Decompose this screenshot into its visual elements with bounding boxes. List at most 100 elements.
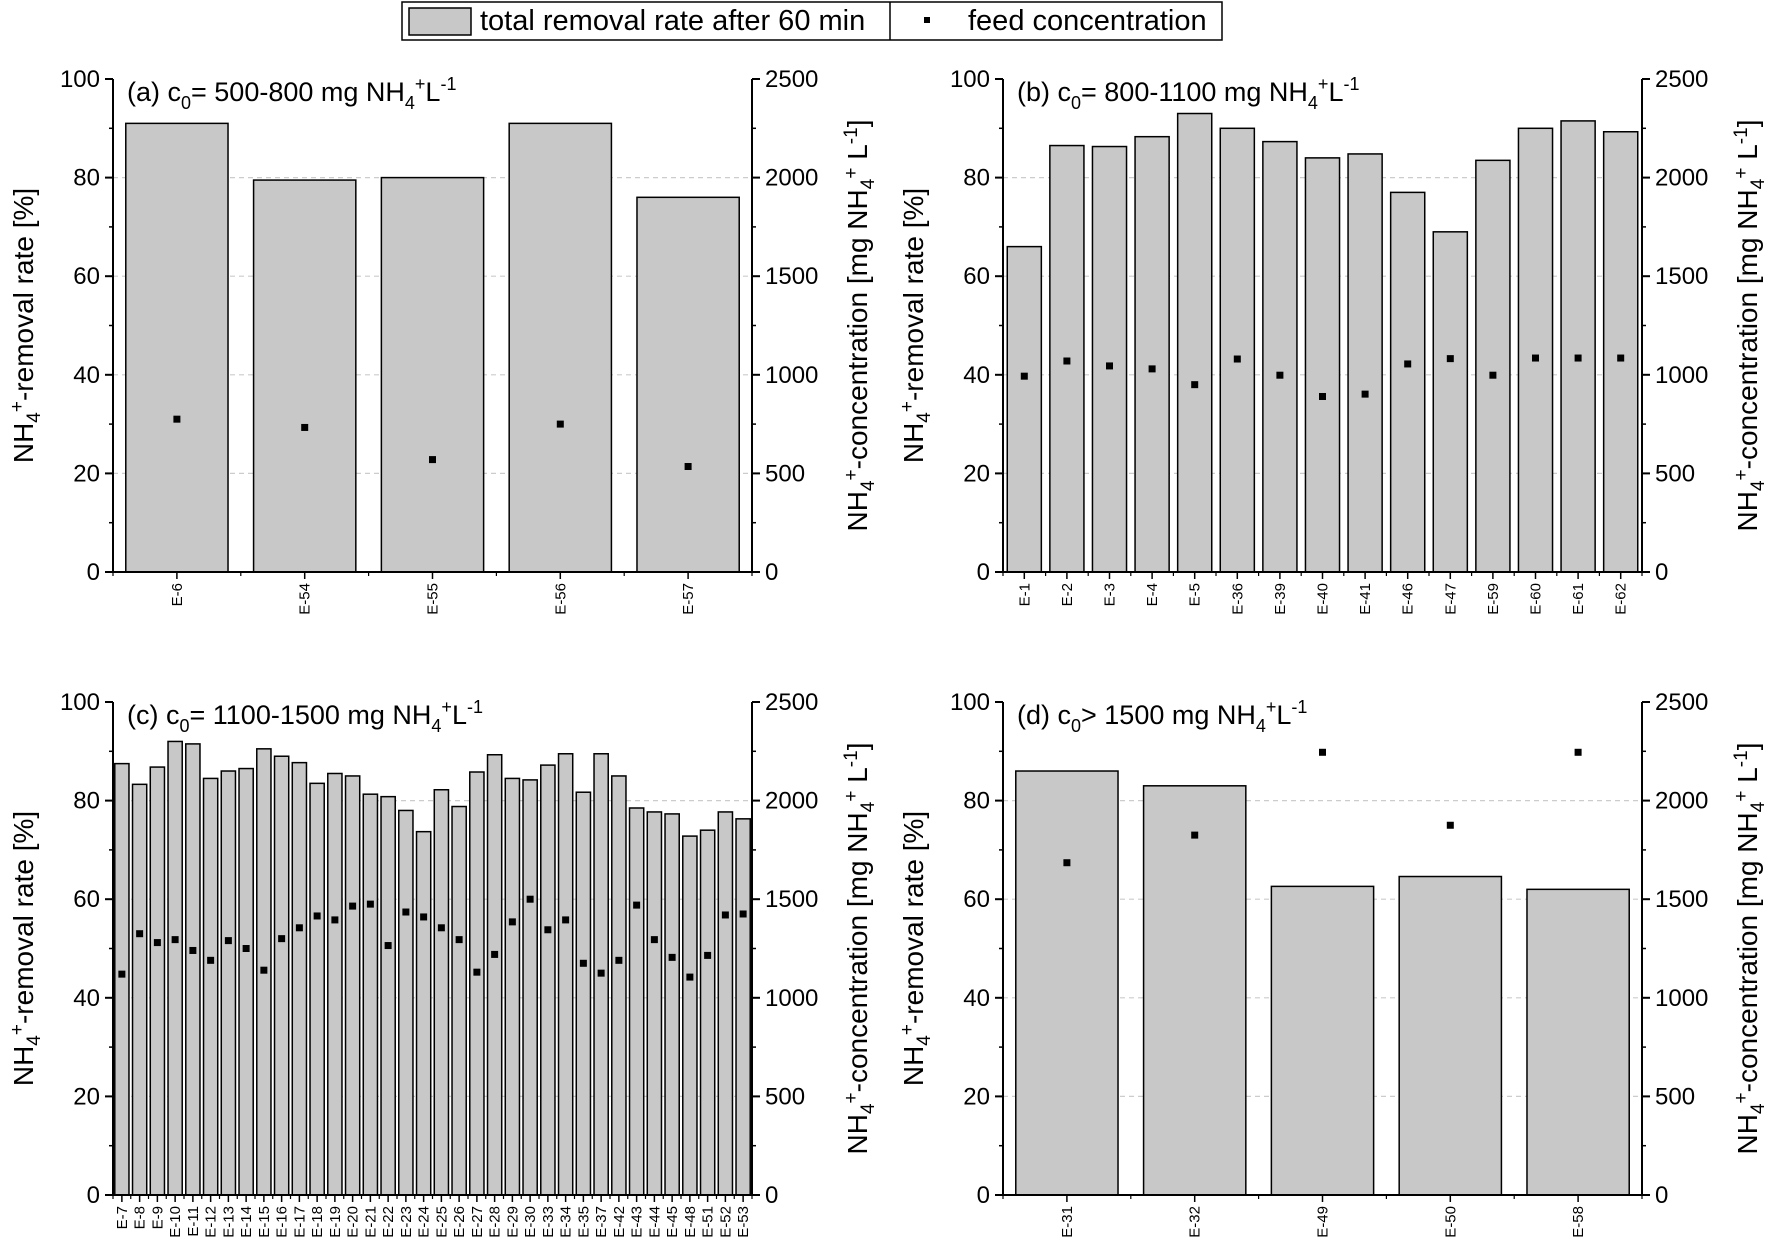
marker-E-33	[544, 926, 552, 934]
ytick-label: 0	[87, 1182, 100, 1209]
bar-E-31	[1015, 770, 1119, 1196]
xtick-label: E-30	[522, 1206, 539, 1238]
y2tick-label: 1000	[765, 985, 818, 1012]
bar-E-52	[717, 811, 734, 1196]
marker-E-9	[153, 939, 161, 947]
ytick-label: 40	[73, 362, 100, 389]
bar-E-13	[220, 770, 237, 1196]
ylabel-right: NH4+-concentration [mg NH4+ L-1]	[841, 120, 879, 532]
marker-E-60	[1532, 354, 1539, 362]
xtick-label: E-36	[1229, 583, 1246, 615]
xtick-label: E-40	[1315, 583, 1332, 615]
marker-E-20	[349, 902, 357, 910]
marker-E-24	[420, 913, 428, 921]
y2tick-label: 0	[1655, 559, 1668, 586]
xtick-label: E-42	[611, 1206, 628, 1238]
xtick-label: E-27	[469, 1206, 486, 1238]
marker-E-35	[579, 959, 587, 967]
xtick-label: E-55	[425, 583, 442, 615]
bar-E-27	[469, 771, 485, 1196]
ylabel-left: NH4+-removal rate [%]	[7, 811, 45, 1086]
ytick-label: 60	[73, 263, 100, 290]
y2tick-label: 2000	[1655, 788, 1708, 815]
xtick-label: E-62	[1613, 583, 1630, 615]
ytick-label: 80	[963, 165, 990, 192]
marker-E-48	[686, 973, 694, 981]
marker-E-27	[473, 968, 481, 976]
legend: total removal rate after 60 min feed conc…	[401, 1, 1223, 41]
xtick-label: E-49	[1315, 1206, 1332, 1238]
ytick-label: 100	[950, 66, 990, 93]
ylabel-left: NH4+-removal rate [%]	[897, 811, 935, 1086]
y2tick-label: 1500	[765, 886, 818, 913]
y2tick-label: 1500	[1655, 263, 1708, 290]
marker-E-62	[1617, 354, 1625, 362]
xtick-label: E-21	[362, 1206, 379, 1238]
bar-E-45	[664, 813, 680, 1196]
bar-E-55	[380, 176, 485, 573]
xtick-label: E-33	[540, 1206, 557, 1238]
marker-E-7	[118, 970, 126, 978]
marker-E-40	[1319, 392, 1326, 400]
marker-E-2	[1063, 357, 1071, 365]
xtick-label: E-7	[114, 1206, 131, 1229]
bar-E-23	[398, 809, 414, 1196]
bar-E-57	[636, 196, 740, 573]
ytick-label: 60	[963, 263, 990, 290]
ytick-label: 40	[963, 985, 990, 1012]
marker-E-39	[1276, 371, 1284, 379]
marker-E-8	[136, 930, 144, 938]
xtick-label: E-34	[558, 1206, 575, 1238]
ylabel-right: NH4+-concentration [mg NH4+ L-1]	[841, 743, 879, 1155]
marker-E-12	[207, 956, 215, 964]
legend-box	[401, 1, 1223, 41]
ytick-label: 100	[60, 689, 100, 716]
xtick-label: E-5	[1187, 583, 1204, 606]
ytick-label: 0	[977, 559, 990, 586]
bar-E-53	[735, 818, 751, 1196]
panel-title: (a) c0= 500-800 mg NH4+L-1	[127, 74, 456, 113]
xtick-label: E-50	[1442, 1206, 1459, 1238]
xtick-label: E-32	[1187, 1206, 1204, 1238]
y2tick-label: 1000	[1655, 985, 1708, 1012]
xtick-label: E-45	[664, 1206, 681, 1238]
marker-E-46	[1404, 360, 1412, 368]
y2tick-label: 1500	[1655, 886, 1708, 913]
marker-E-11	[189, 946, 197, 954]
xtick-label: E-48	[682, 1206, 699, 1238]
ytick-label: 80	[73, 788, 100, 815]
xtick-label: E-53	[735, 1206, 752, 1238]
ytick-label: 20	[963, 460, 990, 487]
ytick-label: 0	[87, 559, 100, 586]
ytick-label: 80	[73, 165, 100, 192]
ylabel-left: NH4+-removal rate [%]	[897, 188, 935, 463]
bar-E-43	[628, 807, 645, 1196]
bar-E-59	[1475, 159, 1511, 573]
marker-E-52	[721, 911, 729, 919]
bar-E-26	[451, 805, 467, 1196]
y2tick-label: 2500	[765, 689, 818, 716]
legend-bar-label: total removal rate after 60 min	[480, 5, 865, 37]
bar-E-20	[344, 775, 361, 1196]
xtick-label: E-35	[575, 1206, 592, 1238]
xtick-label: E-24	[416, 1206, 433, 1238]
bar-E-4	[1134, 135, 1170, 573]
xtick-label: E-54	[297, 583, 314, 615]
xtick-label: E-44	[646, 1206, 663, 1238]
legend-marker-swatch	[924, 17, 930, 23]
xtick-label: E-14	[238, 1206, 255, 1238]
panel-title: (c) c0= 1100-1500 mg NH4+L-1	[127, 697, 483, 736]
bar-E-16	[273, 755, 290, 1196]
xtick-label: E-19	[327, 1206, 344, 1238]
xtick-label: E-59	[1485, 583, 1502, 615]
xtick-label: E-29	[504, 1206, 521, 1238]
bar-E-9	[149, 766, 166, 1196]
xtick-label: E-22	[380, 1206, 397, 1238]
bar-E-41	[1347, 153, 1383, 573]
xtick-label: E-10	[167, 1206, 184, 1238]
marker-E-5	[1191, 381, 1199, 389]
bar-E-42	[611, 775, 627, 1196]
